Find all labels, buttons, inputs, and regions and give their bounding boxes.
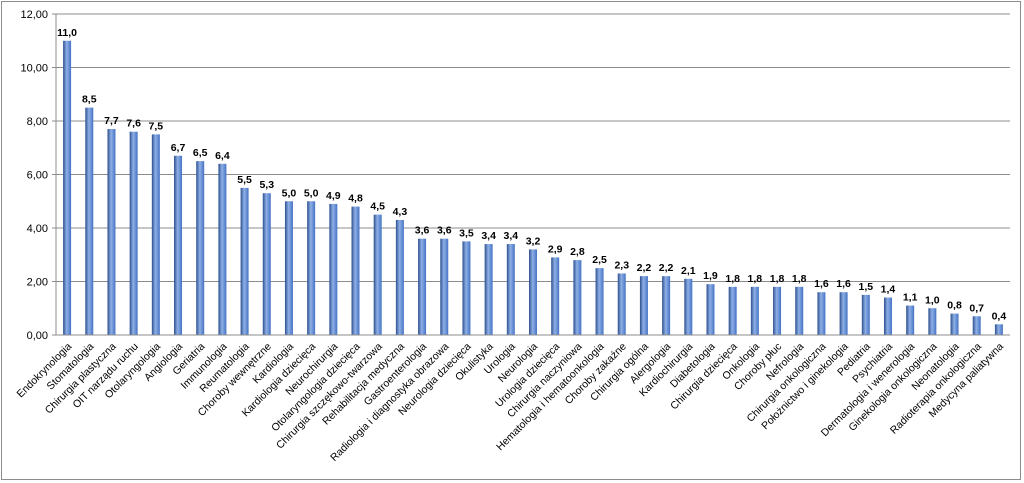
- bar: [839, 292, 848, 335]
- bar: [440, 238, 449, 335]
- y-tick-label: 10,00: [20, 63, 48, 75]
- bar: [994, 324, 1003, 335]
- bar: [773, 286, 782, 335]
- bar: [817, 292, 826, 335]
- bar: [795, 286, 804, 335]
- bar: [174, 155, 183, 335]
- bar: [240, 187, 249, 335]
- bar: [972, 316, 981, 335]
- bar: [639, 276, 648, 335]
- bar: [484, 244, 493, 335]
- data-label: 6,7: [171, 142, 186, 154]
- bar: [284, 201, 293, 335]
- data-label: 1,8: [792, 273, 807, 285]
- bar: [617, 273, 626, 335]
- y-tick-label: 0,00: [27, 330, 48, 342]
- bar: [107, 129, 116, 335]
- data-label: 1,8: [748, 273, 763, 285]
- data-label: 0,4: [992, 310, 1007, 322]
- data-label: 7,6: [126, 118, 141, 130]
- data-label: 5,3: [259, 179, 274, 191]
- bar: [196, 161, 205, 335]
- y-tick-label: 6,00: [27, 170, 48, 182]
- data-label: 3,6: [415, 225, 430, 237]
- data-label: 2,3: [614, 259, 629, 271]
- data-label: 1,0: [925, 294, 940, 306]
- bar: [684, 278, 693, 335]
- bars: [63, 40, 1003, 335]
- data-label: 1,8: [725, 273, 740, 285]
- bar: [906, 305, 915, 335]
- bar: [218, 163, 227, 335]
- bar: [506, 244, 515, 335]
- data-label: 11,0: [57, 27, 77, 39]
- bar: [63, 40, 72, 335]
- bar: [307, 201, 316, 335]
- data-label: 3,5: [459, 227, 474, 239]
- data-label: 4,5: [370, 201, 385, 213]
- bar: [595, 268, 604, 335]
- data-label: 5,5: [237, 174, 252, 186]
- bar: [883, 297, 892, 335]
- data-label: 3,4: [481, 230, 496, 242]
- bar: [950, 313, 959, 335]
- data-label: 8,5: [82, 94, 97, 106]
- bar: [329, 203, 338, 335]
- data-label: 1,5: [858, 281, 873, 293]
- data-label: 7,7: [104, 115, 119, 127]
- data-label: 1,6: [814, 278, 829, 290]
- data-label: 4,8: [348, 193, 363, 205]
- data-label: 5,0: [304, 187, 319, 199]
- data-label: 1,6: [836, 278, 851, 290]
- bar: [551, 257, 560, 335]
- bar: [706, 284, 715, 335]
- data-label: 0,7: [969, 302, 984, 314]
- y-tick-label: 12,00: [20, 9, 48, 21]
- bar: [351, 206, 360, 335]
- bar: [462, 241, 471, 335]
- bar: [662, 276, 671, 335]
- bar: [928, 308, 937, 335]
- data-label: 6,5: [193, 147, 208, 159]
- data-label: 4,3: [393, 206, 408, 218]
- y-axis-tick-labels: 0,00 2,00 4,00 6,00 8,00 10,00 12,00: [20, 9, 48, 342]
- data-labels: 11,0 8,5 7,7 7,6 7,5 6,7 6,5 6,4 5,5 5,3 5,0 5,0 4,9…: [57, 27, 1006, 323]
- bar: [573, 260, 582, 335]
- data-label: 2,2: [637, 262, 652, 274]
- data-label: 2,5: [592, 254, 607, 266]
- data-label: 3,4: [504, 230, 519, 242]
- data-label: 3,2: [526, 235, 541, 247]
- bar: [418, 238, 427, 335]
- bar: [750, 286, 759, 335]
- data-label: 4,9: [326, 190, 341, 202]
- data-label: 2,1: [681, 265, 696, 277]
- data-label: 2,8: [570, 246, 585, 258]
- y-tick-label: 8,00: [27, 116, 48, 128]
- bar: [395, 219, 404, 335]
- data-label: 7,5: [149, 120, 164, 132]
- data-label: 2,2: [659, 262, 674, 274]
- bar: [861, 294, 870, 335]
- bar: [151, 134, 160, 335]
- bar: [129, 131, 138, 335]
- data-label: 2,9: [548, 243, 563, 255]
- data-label: 3,6: [437, 225, 452, 237]
- data-label: 5,0: [282, 187, 297, 199]
- data-label: 1,4: [881, 284, 896, 296]
- data-label: 1,1: [903, 292, 918, 304]
- bar: [373, 214, 382, 335]
- data-label: 1,8: [770, 273, 785, 285]
- bar: [728, 286, 737, 335]
- data-label: 1,9: [703, 270, 718, 282]
- data-label: 6,4: [215, 150, 230, 162]
- bar: [529, 249, 537, 335]
- y-tick-label: 2,00: [27, 277, 48, 289]
- bar: [85, 107, 94, 335]
- bar: [262, 193, 271, 335]
- y-tick-label: 4,00: [27, 223, 48, 235]
- data-label: 0,8: [947, 300, 962, 312]
